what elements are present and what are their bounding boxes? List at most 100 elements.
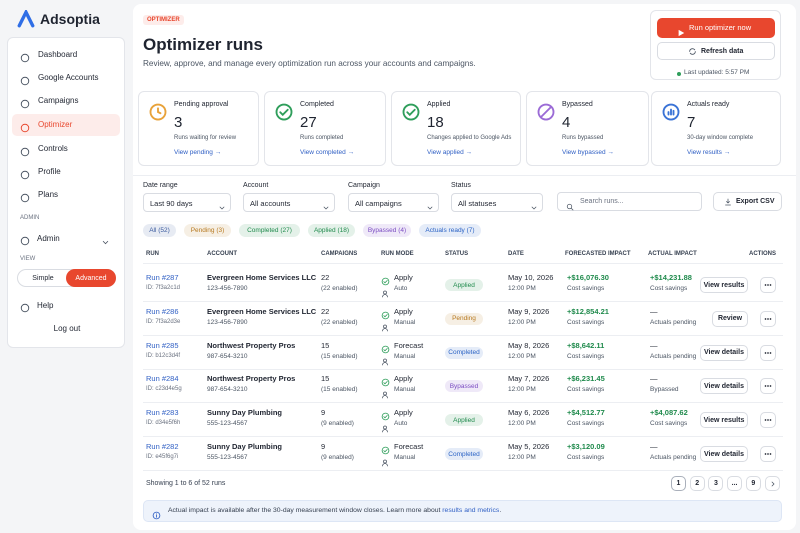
- filter-select[interactable]: All accounts: [243, 193, 335, 212]
- run-button[interactable]: Run optimizer now: [657, 18, 775, 38]
- row-action-button[interactable]: View details: [700, 344, 748, 361]
- run-mode: Apply: [394, 273, 413, 282]
- run-link[interactable]: Run #287: [146, 273, 179, 282]
- row-action-button[interactable]: View details: [700, 378, 748, 395]
- more-button[interactable]: [760, 412, 776, 429]
- page-button[interactable]: 3: [708, 476, 724, 491]
- action-card: Run optimizer now Refresh data Last update…: [650, 10, 781, 80]
- row-action-button[interactable]: View results: [700, 412, 748, 429]
- nav-item[interactable]: Controls: [12, 142, 120, 157]
- logout-link[interactable]: Log out: [53, 324, 81, 333]
- admin-link[interactable]: Admin: [37, 234, 60, 243]
- run-link[interactable]: Run #283: [146, 408, 179, 418]
- filter-chip[interactable]: Actuals ready (7): [419, 224, 481, 237]
- search-icon: [566, 198, 574, 211]
- run-link[interactable]: Run #286: [146, 306, 179, 316]
- nav-item[interactable]: Profile: [12, 165, 120, 180]
- nav-label: Dashboard: [38, 50, 78, 59]
- actual-impact: +$4,087.62: [650, 408, 688, 418]
- help-link[interactable]: Help: [37, 301, 54, 310]
- stat-card: Completed 27 Runs completed View completed …: [264, 91, 386, 166]
- mode-sub-icon: [381, 285, 389, 298]
- page-button[interactable]: 1: [671, 476, 686, 491]
- icon-shape: [402, 103, 420, 121]
- run-mode: Apply: [394, 408, 413, 418]
- stat-value: 3: [174, 114, 183, 131]
- nav-icon: [20, 50, 30, 63]
- run-link[interactable]: Run #284: [146, 374, 179, 384]
- nav-item[interactable]: Dashboard: [12, 48, 120, 63]
- export-button[interactable]: Export CSV: [713, 192, 782, 211]
- mode-icon: [381, 374, 390, 387]
- more-button[interactable]: [760, 446, 776, 462]
- filter-chip[interactable]: Applied (18): [308, 224, 355, 237]
- page-button[interactable]: ...: [727, 476, 743, 491]
- run-mode-sub: Manual: [394, 318, 416, 326]
- run-link[interactable]: Run #285: [146, 340, 179, 350]
- nav-item[interactable]: Optimizer: [12, 114, 120, 136]
- filter-select[interactable]: All statuses: [451, 193, 543, 212]
- icon-shape: [769, 385, 772, 388]
- refresh-button[interactable]: Refresh data: [657, 42, 775, 60]
- run-link[interactable]: Run #282: [146, 442, 179, 451]
- table-row: Run #282 ID: e45f6g7i Sunny Day Plumbing 55…: [143, 438, 783, 471]
- view-option[interactable]: Advanced: [66, 269, 116, 287]
- nav-item[interactable]: Google Accounts: [12, 71, 120, 86]
- stat-link[interactable]: View results →: [687, 149, 731, 156]
- icon-shape: [381, 412, 390, 421]
- more-button[interactable]: [760, 277, 776, 293]
- icon-shape: [382, 358, 388, 365]
- mode-sub-icon: [381, 386, 389, 399]
- next-page-button[interactable]: [765, 476, 780, 491]
- stat-card: Actuals ready 7 30-day window complete View…: [651, 91, 781, 166]
- nav-item[interactable]: Plans: [12, 188, 120, 203]
- icon-shape: [764, 351, 767, 354]
- notice-link[interactable]: results and metrics: [442, 507, 500, 514]
- stat-icon: [274, 102, 294, 122]
- search-box[interactable]: Search runs...: [557, 192, 702, 211]
- icon-shape: [323, 206, 329, 210]
- icon-shape: [764, 453, 767, 455]
- stat-value: 7: [687, 114, 696, 131]
- stat-link[interactable]: View applied →: [427, 149, 473, 156]
- filter-chip[interactable]: All (52): [143, 224, 176, 237]
- stat-link[interactable]: View pending →: [174, 149, 222, 156]
- export-label: Export CSV: [736, 198, 775, 205]
- page-button[interactable]: 9: [745, 476, 761, 491]
- info-icon: [152, 507, 161, 520]
- mode-icon: [381, 341, 390, 353]
- filter-select[interactable]: Last 90 days: [143, 193, 231, 212]
- page-button[interactable]: 2: [689, 476, 705, 491]
- account-name: Northwest Property Pros: [207, 340, 296, 350]
- icon-shape: [383, 381, 388, 385]
- status-dot: [677, 72, 681, 76]
- run-mode: Forecast: [394, 340, 424, 350]
- account-phone: 123-456-7890: [207, 285, 248, 292]
- more-icon: [763, 381, 773, 391]
- filter-chip[interactable]: Completed (27): [239, 224, 300, 237]
- nav-item[interactable]: Campaigns: [12, 94, 120, 109]
- account-phone: 987-654-3210: [207, 352, 248, 360]
- row-action-button[interactable]: View results: [700, 277, 748, 293]
- chevron: [218, 199, 226, 210]
- row-action-button[interactable]: Review: [712, 310, 748, 327]
- stat-link[interactable]: View bypassed →: [562, 149, 614, 156]
- icon-shape: [381, 345, 390, 353]
- more-button[interactable]: [760, 344, 776, 361]
- more-button[interactable]: [760, 310, 776, 327]
- row-action-button[interactable]: View details: [700, 446, 748, 462]
- filter-chip[interactable]: Pending (3): [184, 224, 231, 237]
- column-header: DATE: [508, 251, 524, 257]
- account-name: Sunny Day Plumbing: [207, 442, 283, 451]
- more-button[interactable]: [760, 378, 776, 395]
- icon-shape: [382, 361, 388, 365]
- icon-shape: [20, 303, 30, 313]
- filter-select[interactable]: All campaigns: [348, 193, 439, 212]
- stat-link[interactable]: View completed →: [300, 149, 355, 156]
- download-icon: [724, 198, 732, 206]
- run-id: ID: b12c3d4f: [146, 352, 181, 359]
- filter-chip[interactable]: Bypassed (4): [363, 224, 411, 237]
- view-option[interactable]: Simple: [32, 274, 54, 282]
- forecast-label: Cost savings: [567, 318, 605, 326]
